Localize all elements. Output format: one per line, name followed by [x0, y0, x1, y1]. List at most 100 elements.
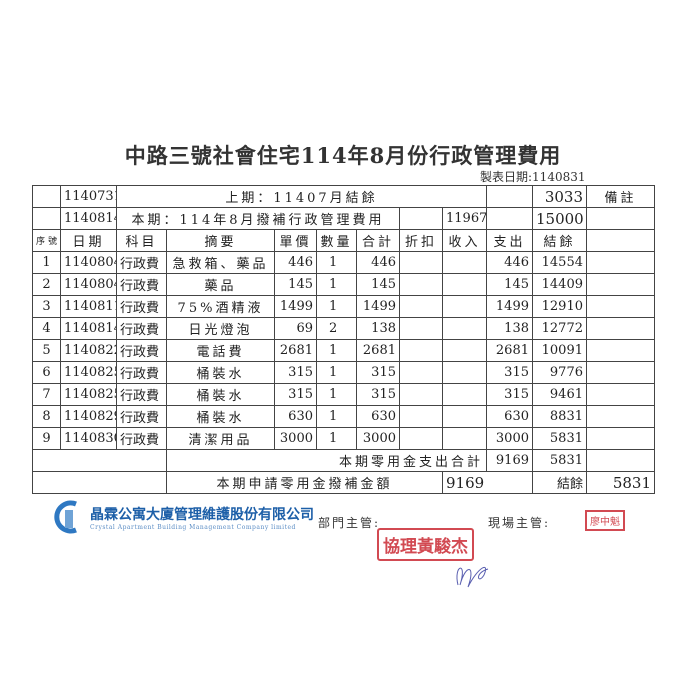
cell: 電話費	[166, 339, 275, 362]
column-header: 單價	[274, 229, 317, 252]
cell: 桶裝水	[166, 405, 275, 428]
cell: 8831	[532, 405, 587, 428]
building-logo-icon	[54, 500, 77, 534]
table-row: 7 1140825 行政費 桶裝水 315 1 315 315 9461	[32, 383, 655, 406]
cell: 行政費	[116, 295, 167, 318]
column-header: 結餘	[532, 229, 587, 252]
cell	[399, 383, 443, 406]
cell: 1140822	[60, 339, 117, 362]
cell: 138	[486, 317, 533, 340]
made-date: 製表日期:1140831	[480, 170, 586, 184]
prev-row: 1140731 上期：11407月結餘 3033 備註	[32, 185, 655, 208]
cell: 行政費	[116, 405, 167, 428]
request-balance: 5831	[586, 471, 655, 494]
cell	[442, 295, 487, 318]
cell	[399, 295, 443, 318]
cell: 1	[316, 361, 357, 384]
request-row: 本期申請零用金撥補金額 9169 結餘 5831	[32, 471, 655, 494]
cell: 1	[316, 273, 357, 296]
request-amount: 9169	[442, 471, 533, 494]
column-header: 支出	[486, 229, 533, 252]
expense-table: 1140731 上期：11407月結餘 3033 備註 1140814 本期：1…	[32, 185, 655, 494]
cell: 12772	[532, 317, 587, 340]
cell: 1140825	[60, 383, 117, 406]
cell: 1	[316, 383, 357, 406]
cell	[442, 427, 487, 450]
cell: 630	[274, 405, 317, 428]
cell	[399, 317, 443, 340]
cell: 1140814	[60, 317, 117, 340]
cell: 日光燈泡	[166, 317, 275, 340]
cell: 桶裝水	[166, 383, 275, 406]
column-header: 折扣	[399, 229, 443, 252]
cell: 2681	[356, 339, 400, 362]
cell: 630	[486, 405, 533, 428]
table-row: 3 1140811 行政費 75%酒精液 1499 1 1499 1499 12910	[32, 295, 655, 318]
header-row: 序號 日期 科目 摘要 單價 數量 合計 折扣 收入 支出 結餘	[32, 229, 655, 252]
table-row: 4 1140814 行政費 日光燈泡 69 2 138 138 12772	[32, 317, 655, 340]
cell	[399, 339, 443, 362]
table-row: 9 1140830 行政費 清潔用品 3000 1 3000 3000 5831	[32, 427, 655, 450]
cell: 3	[32, 295, 61, 318]
cell: 急救箱、藥品	[166, 251, 275, 274]
cell: 3000	[356, 427, 400, 450]
cell: 行政費	[116, 273, 167, 296]
column-header: 日期	[60, 229, 117, 252]
cell: 315	[274, 361, 317, 384]
cell: 1140804	[60, 273, 117, 296]
curr-row: 1140814 本期：114年8月撥補行政管理費用 11967 15000	[32, 207, 655, 230]
request-label: 本期申請零用金撥補金額	[166, 471, 443, 494]
table-row: 8 1140829 行政費 桶裝水 630 1 630 630 8831	[32, 405, 655, 428]
table-row: 6 1140825 行政費 桶裝水 315 1 315 315 9776	[32, 361, 655, 384]
cell: 5	[32, 339, 61, 362]
cell: 315	[356, 383, 400, 406]
cell: 1140825	[60, 361, 117, 384]
cell: 行政費	[116, 361, 167, 384]
table-row: 1 1140804 行政費 急救箱、藥品 446 1 446 446 14554	[32, 251, 655, 274]
cell: 8	[32, 405, 61, 428]
cell: 2681	[274, 339, 317, 362]
cell: 行政費	[116, 317, 167, 340]
cell: 630	[356, 405, 400, 428]
cell: 69	[274, 317, 317, 340]
cell: 12910	[532, 295, 587, 318]
cell	[442, 361, 487, 384]
cell: 315	[274, 383, 317, 406]
cell	[442, 251, 487, 274]
cell: 1	[316, 339, 357, 362]
sum-row: 本期零用金支出合計 9169 5831	[32, 449, 655, 472]
cell: 3000	[486, 427, 533, 450]
cell: 7	[32, 383, 61, 406]
cell: 3000	[274, 427, 317, 450]
table-row: 5 1140822 行政費 電話費 2681 1 2681 2681 10091	[32, 339, 655, 362]
cell	[442, 339, 487, 362]
column-header: 摘要	[166, 229, 275, 252]
cell: 1140830	[60, 427, 117, 450]
cell: 4	[32, 317, 61, 340]
sum-label: 本期零用金支出合計	[166, 449, 487, 472]
cell	[399, 251, 443, 274]
cell: 2681	[486, 339, 533, 362]
company-logo: 晶霖公寓大廈管理維護股份有限公司 Crystal Apartment Build…	[52, 500, 314, 534]
cell	[399, 427, 443, 450]
cell: 145	[486, 273, 533, 296]
column-header: 收入	[442, 229, 487, 252]
cell: 1499	[274, 295, 317, 318]
cell: 清潔用品	[166, 427, 275, 450]
cell: 1	[316, 295, 357, 318]
dept-head-label: 部門主管:	[318, 516, 381, 530]
cell: 5831	[532, 427, 587, 450]
cell: 9461	[532, 383, 587, 406]
company-name-en: Crystal Apartment Building Management Co…	[90, 523, 296, 531]
site-head-label: 現場主管:	[488, 516, 551, 530]
cell: 1499	[486, 295, 533, 318]
cell: 446	[486, 251, 533, 274]
curr-label: 本期：114年8月撥補行政管理費用	[116, 207, 400, 230]
request-balance-label: 結餘	[532, 471, 587, 494]
cell: 1140804	[60, 251, 117, 274]
cell: 315	[356, 361, 400, 384]
cell: 14409	[532, 273, 587, 296]
cell	[399, 405, 443, 428]
company-name: 晶霖公寓大廈管理維護股份有限公司	[90, 506, 314, 523]
cell: 446	[356, 251, 400, 274]
